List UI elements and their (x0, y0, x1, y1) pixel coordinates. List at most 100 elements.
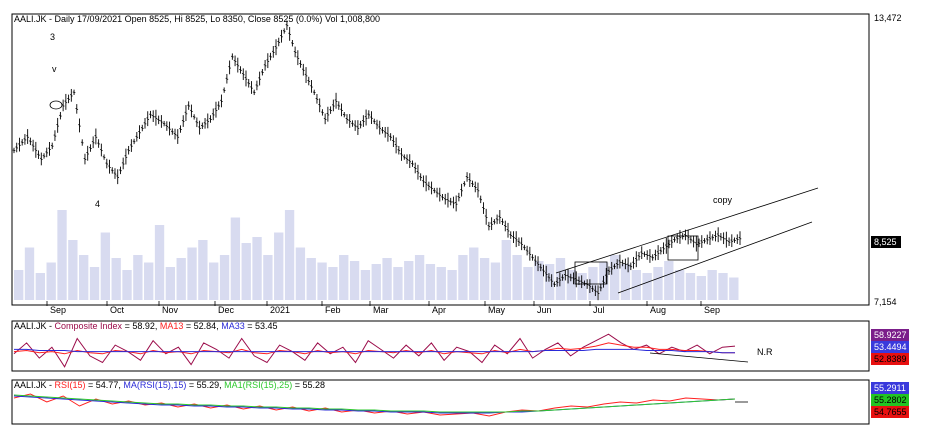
price-bar (555, 277, 559, 287)
price-bar (261, 69, 264, 76)
price-panel (11, 13, 870, 306)
volume-bar (165, 267, 176, 300)
volume-bar (306, 258, 316, 300)
price-bar (411, 160, 414, 167)
price-bar (705, 234, 709, 245)
price-bar (173, 128, 177, 140)
price-bar (394, 137, 398, 154)
month-label: Jun (537, 305, 552, 315)
volume-bar (685, 273, 696, 300)
price-bar (591, 285, 594, 292)
rsi-badge-2: 55.2802 (874, 395, 907, 405)
price-bar (402, 154, 406, 160)
price-bar (277, 37, 281, 47)
wave-ellipse (49, 100, 63, 110)
price-bar (225, 73, 229, 84)
price-bar (56, 117, 59, 133)
volume-bar (566, 270, 576, 300)
price-bar (285, 20, 289, 30)
price-bar (214, 101, 218, 118)
price-bar (613, 263, 616, 270)
volume-bar (707, 270, 717, 300)
price-bar (566, 268, 570, 284)
price-bar (714, 230, 717, 242)
price-bar (367, 110, 371, 119)
volume-bar (382, 258, 392, 300)
price-bar (318, 98, 321, 113)
price-bar (422, 175, 425, 188)
price-bar (332, 99, 335, 112)
price-bar (337, 101, 341, 110)
price-bar (618, 254, 622, 269)
volume-bar (414, 255, 425, 300)
volume-bar (696, 276, 706, 300)
price-bar (700, 235, 704, 248)
price-bar (452, 196, 455, 209)
price-bar (135, 131, 139, 142)
price-bar (364, 109, 368, 126)
price-bar (302, 63, 305, 76)
volume-bar (642, 273, 652, 300)
price-bar (280, 29, 283, 43)
price-bar (192, 114, 196, 120)
price-bar (449, 197, 452, 206)
price-bar (727, 237, 731, 246)
price-bar (405, 154, 409, 164)
volume-bar (729, 277, 739, 300)
price-bar (648, 249, 652, 263)
price-bar (482, 202, 485, 214)
price-bar (222, 87, 226, 93)
price-bar (121, 157, 125, 170)
price-bar (443, 193, 447, 205)
price-bar (250, 81, 253, 94)
volume-bar (360, 270, 371, 300)
month-label: Jul (593, 305, 605, 315)
price-bar (274, 39, 278, 56)
price-bar (91, 136, 95, 149)
volume-bar (68, 240, 78, 300)
price-bar (75, 104, 79, 114)
price-bar (296, 50, 300, 66)
price-bar (520, 237, 523, 251)
price-bar (198, 120, 201, 135)
volume-bar (122, 270, 132, 300)
composite-badge-1: 58.9227 (874, 330, 907, 340)
price-bar (203, 118, 207, 129)
price-bar (544, 265, 548, 282)
price-bar (263, 60, 267, 71)
composite-badge-2: 53.4494 (874, 342, 907, 352)
price-bar (266, 53, 270, 69)
price-bar (495, 214, 499, 225)
price-bar (637, 251, 641, 261)
price-bar (45, 147, 49, 158)
price-bar (288, 27, 291, 41)
price-bar (231, 53, 234, 60)
volume-bar (133, 255, 143, 300)
volume-bar (404, 261, 414, 300)
price-bar (383, 126, 387, 138)
price-bar (26, 129, 29, 144)
month-label: Sep (704, 305, 720, 315)
price-bar (70, 88, 73, 102)
price-bar (162, 120, 166, 127)
volume-bar (35, 273, 46, 300)
price-bar (722, 232, 725, 245)
composite-badge-3-bg (871, 353, 909, 365)
price-bar (512, 231, 515, 243)
price-bar (490, 217, 493, 231)
price-bar (738, 231, 742, 246)
price-bar (80, 139, 84, 146)
price-bar (236, 57, 240, 73)
volume-bar (544, 264, 555, 300)
price-bar (465, 172, 469, 182)
price-bar (282, 28, 286, 34)
price-bar (460, 183, 463, 197)
volume-bar (241, 243, 251, 300)
price-bar (108, 159, 111, 174)
price-bar (416, 164, 420, 180)
price-bar (629, 262, 633, 271)
price-bar (725, 231, 728, 248)
price-bar (86, 145, 89, 161)
volume-bar (295, 247, 306, 300)
price-bar (102, 154, 106, 160)
